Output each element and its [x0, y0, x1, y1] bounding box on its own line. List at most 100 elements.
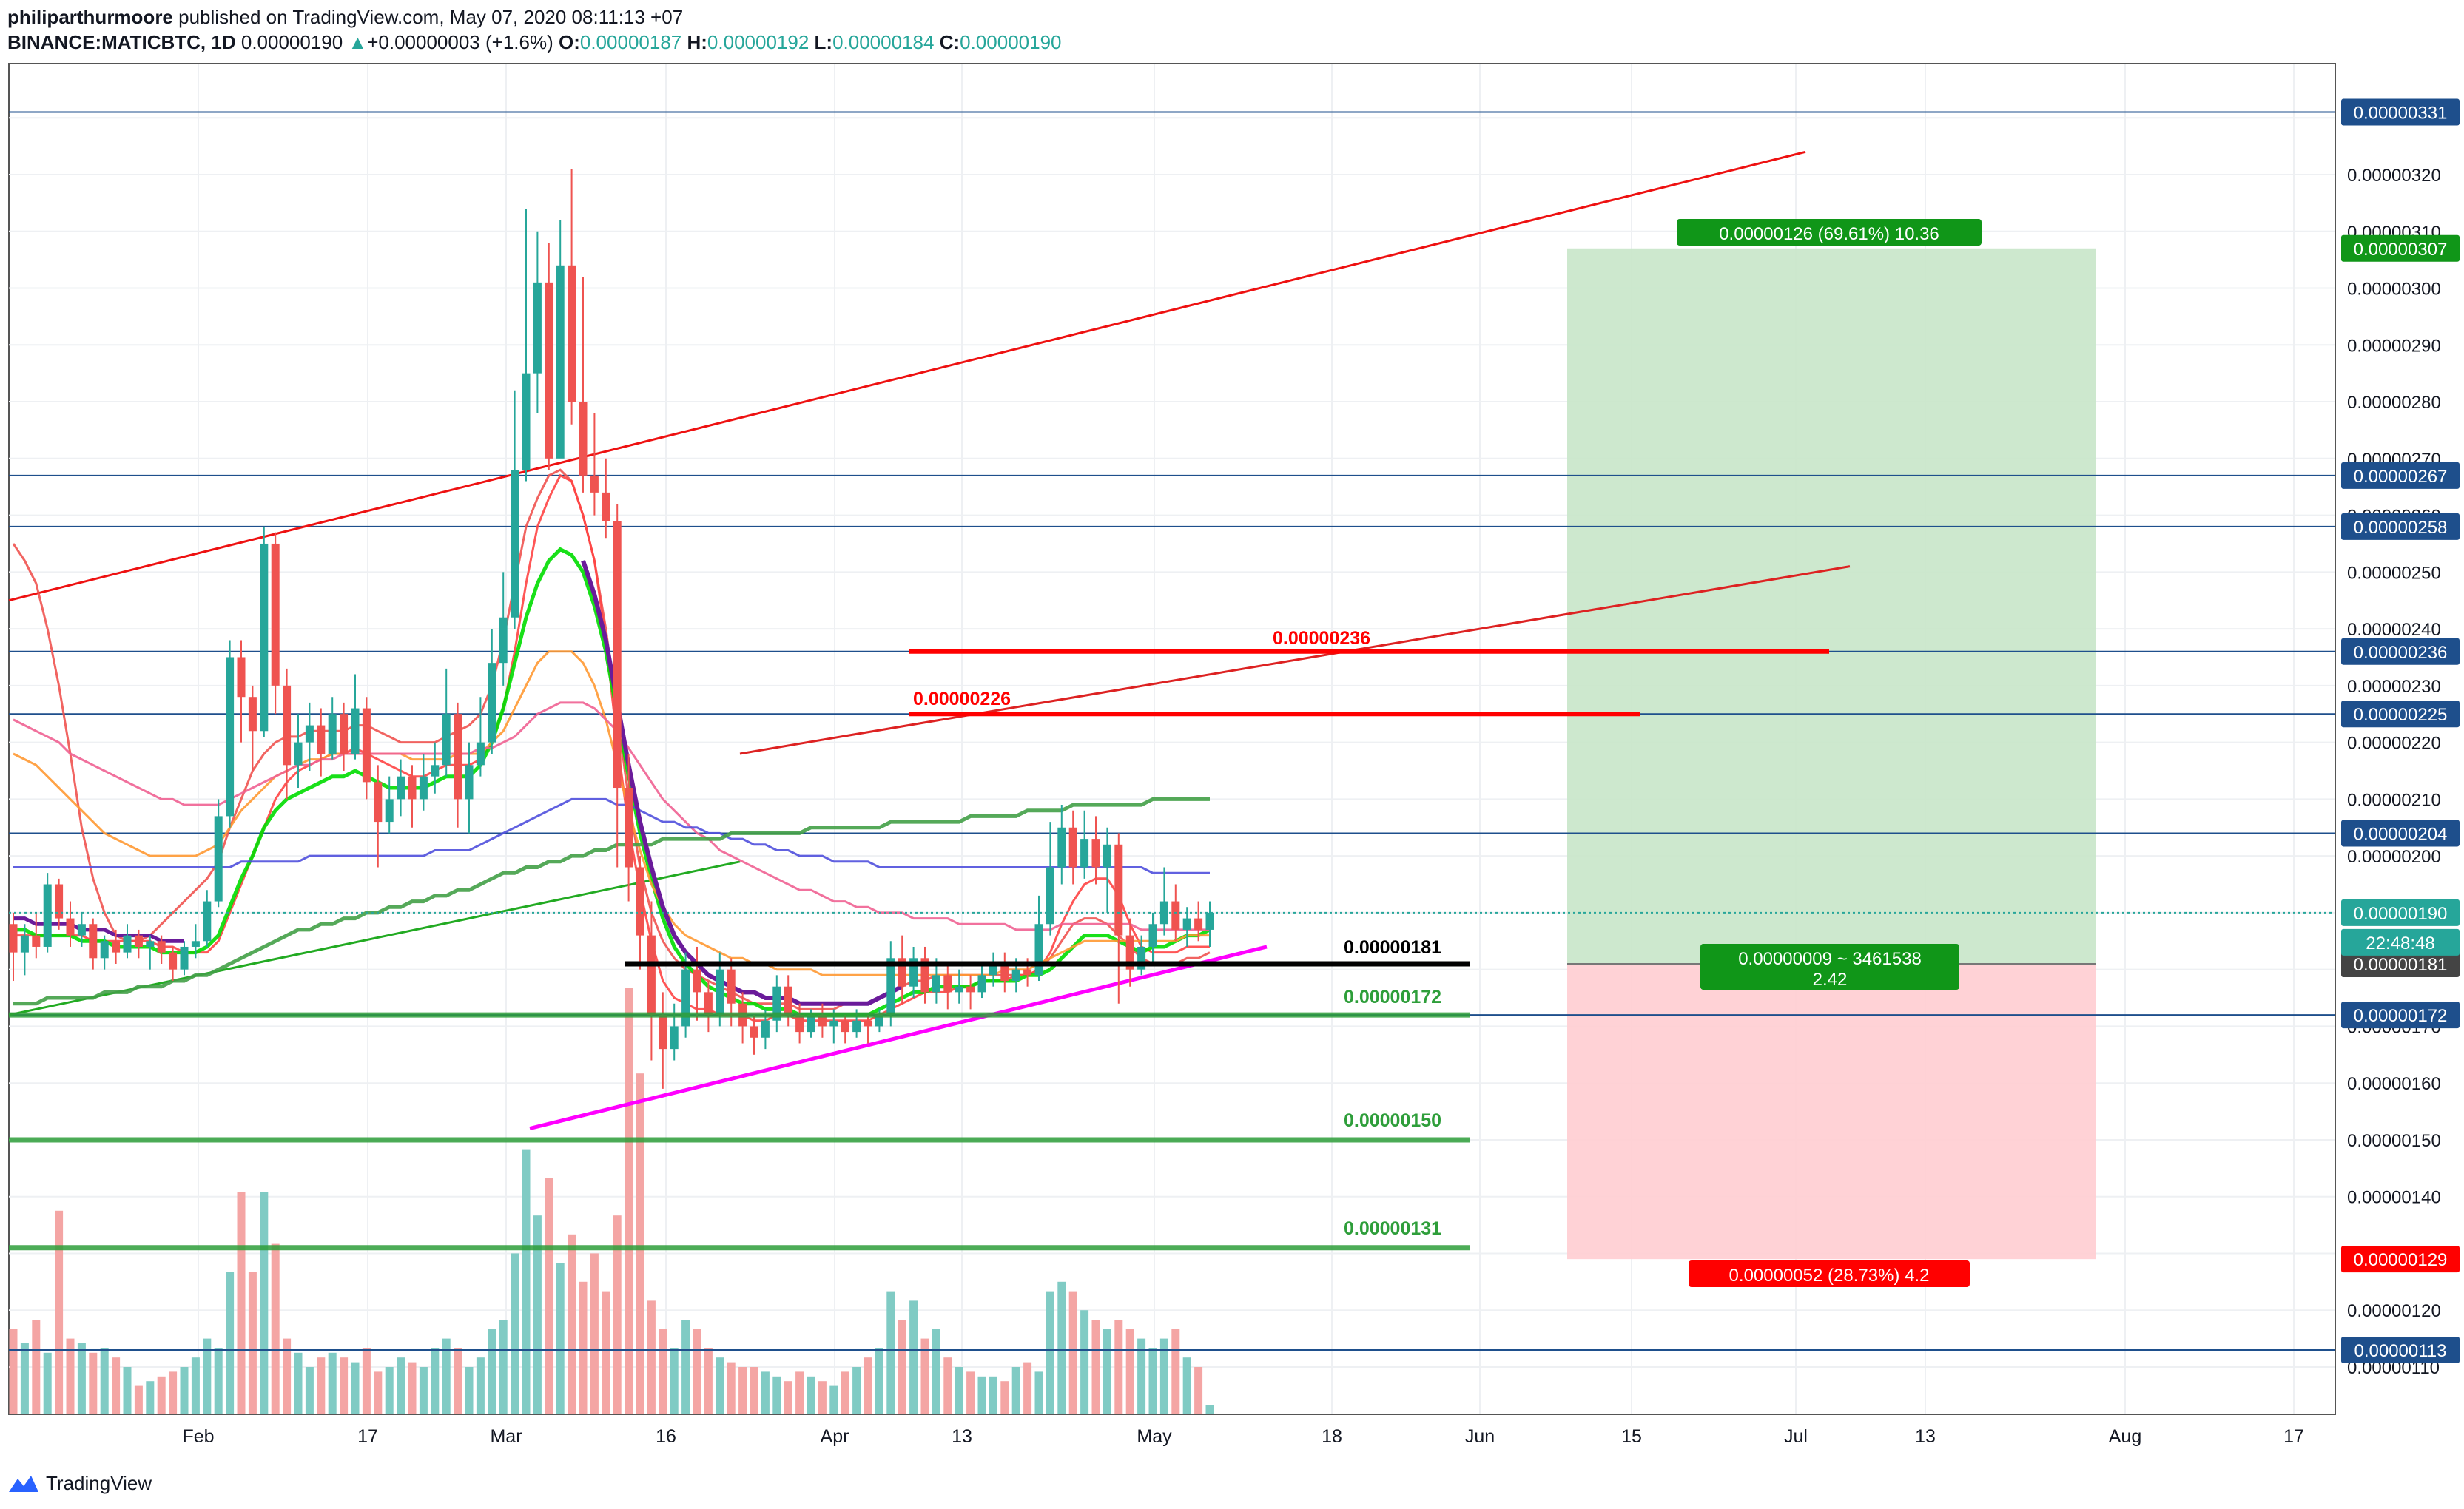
- candle-body: [511, 470, 519, 618]
- entry-label-bg: [1700, 944, 1959, 990]
- candle-body: [419, 776, 428, 800]
- target-price-tag-bg: [2341, 234, 2460, 262]
- candle-body: [283, 685, 292, 766]
- volume-bar: [864, 1357, 872, 1414]
- volume-bar: [408, 1362, 417, 1414]
- y-tick-label: 0.00000150: [2347, 1131, 2441, 1151]
- volume-bar: [123, 1367, 132, 1414]
- ohlc-legend: BINANCE:MATICBTC, 1D 0.00000190 ▲+0.0000…: [7, 31, 1062, 54]
- candle-body: [568, 265, 576, 402]
- y-tick-label: 0.00000250: [2347, 563, 2441, 583]
- candle-body: [647, 935, 656, 1016]
- candle-body: [522, 373, 531, 470]
- candle-body: [328, 714, 337, 754]
- level-annotation: 0.00000181: [1344, 937, 1441, 958]
- candle-body: [1171, 901, 1180, 930]
- entry-price-tag-text: 0.00000181: [2354, 955, 2448, 975]
- candle-body: [625, 788, 633, 868]
- moving-average-line: [13, 701, 1210, 931]
- candle-body: [180, 946, 189, 970]
- volume-bar: [727, 1362, 736, 1414]
- candles: [9, 169, 1214, 1089]
- close-label: C:: [939, 31, 960, 53]
- candle-body: [1205, 912, 1214, 930]
- volume-bar: [545, 1178, 553, 1414]
- candle-body: [681, 969, 690, 1027]
- open-value: 0.00000187: [579, 31, 682, 53]
- volume-bar: [522, 1149, 531, 1414]
- candle-body: [66, 918, 75, 936]
- candle-body: [977, 975, 986, 993]
- volume-bar: [271, 1243, 280, 1414]
- volume-bar: [943, 1357, 952, 1414]
- volume-bar: [761, 1371, 770, 1414]
- candle-body: [203, 901, 212, 942]
- current-price-tag-text: 0.00000190: [2354, 904, 2448, 924]
- candle-body: [966, 986, 975, 993]
- volume-bar: [989, 1376, 997, 1414]
- candle-body: [89, 924, 98, 959]
- candle-body: [613, 521, 622, 789]
- volume-bar: [237, 1192, 246, 1414]
- candle-body: [727, 969, 736, 1004]
- y-tick-label: 0.00000230: [2347, 677, 2441, 697]
- volume-bar: [294, 1352, 303, 1414]
- volume-bar: [112, 1357, 121, 1414]
- candle-body: [1046, 867, 1054, 925]
- x-tick-label: 13: [1915, 1426, 1936, 1447]
- volume-bar: [214, 1348, 223, 1414]
- target-price-tag-text: 0.00000307: [2354, 240, 2448, 260]
- candle-body: [169, 952, 178, 970]
- stop-label-bg: [1689, 1260, 1970, 1287]
- x-tick-label: Jun: [1465, 1426, 1495, 1447]
- x-axis: Feb 17 Mar 16 Apr 13 May 18 Jun 15 Jul 13 Aug 17: [182, 1426, 2303, 1447]
- candle-body: [294, 742, 303, 766]
- volume-bar: [579, 1281, 588, 1414]
- candle-body: [123, 935, 132, 953]
- candle-body: [784, 986, 792, 1016]
- level-price-tag: 0.00000172: [2341, 1002, 2460, 1029]
- volume-bar: [317, 1357, 326, 1414]
- x-tick-label: Aug: [2109, 1426, 2141, 1447]
- volume-bar: [1034, 1371, 1043, 1414]
- candle-body: [989, 963, 997, 976]
- candle-body: [636, 867, 644, 936]
- volume-bar: [784, 1381, 792, 1414]
- candle-body: [955, 986, 963, 993]
- volume-bar: [693, 1329, 701, 1414]
- candle-body: [32, 935, 41, 947]
- volume-bar: [625, 988, 633, 1414]
- candle-body: [100, 941, 109, 959]
- volume-bar: [590, 1253, 599, 1414]
- volume-bar: [568, 1234, 576, 1414]
- candle-body: [545, 282, 553, 459]
- candle-body: [1137, 946, 1146, 970]
- candle-body: [1194, 918, 1203, 930]
- publish-info: philiparthurmoore published on TradingVi…: [7, 6, 683, 29]
- x-tick-label: Feb: [182, 1426, 214, 1447]
- volume-bar: [795, 1371, 804, 1414]
- level-price-tag-text: 0.00000331: [2354, 104, 2448, 124]
- candle-body: [659, 1015, 667, 1050]
- volume-bar: [966, 1371, 975, 1414]
- candle-body: [886, 958, 895, 1016]
- volume-bar: [442, 1338, 451, 1414]
- moving-average-line: [13, 797, 1210, 1006]
- level-price-tag-bg: [2341, 1002, 2460, 1029]
- candle-body: [408, 776, 417, 800]
- volume-bar: [1023, 1362, 1032, 1414]
- rising-support-trendline: [529, 945, 1268, 1131]
- candle-body: [761, 1020, 770, 1038]
- candle-body: [852, 1020, 861, 1033]
- candle-body: [340, 714, 349, 754]
- candle-body: [351, 708, 360, 754]
- level-price-tag-bg: [2341, 820, 2460, 847]
- volume-bar: [203, 1338, 212, 1414]
- level-price-tag-text: 0.00000113: [2354, 1341, 2446, 1361]
- volume-bar: [476, 1357, 485, 1414]
- candle-body: [909, 958, 918, 987]
- countdown-tag-text: 22:48:48: [2366, 934, 2434, 953]
- candle-body: [920, 958, 929, 993]
